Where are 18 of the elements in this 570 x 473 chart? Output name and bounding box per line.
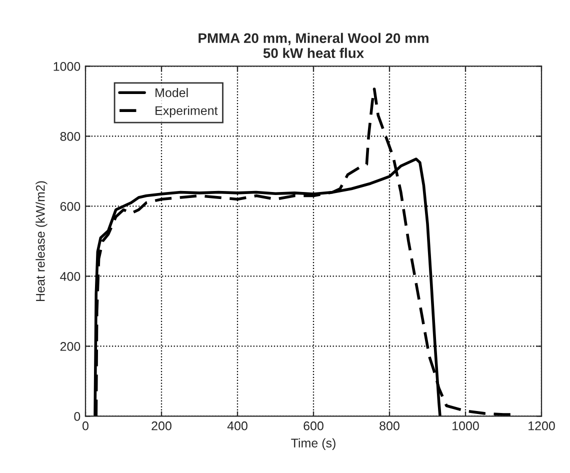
- x-tick-label: 0: [82, 421, 88, 430]
- y-tick-label: 400: [60, 272, 80, 281]
- y-axis-title: Heat release (kW/m2): [36, 181, 48, 301]
- y-tick-label: 0: [74, 412, 80, 421]
- legend-label: Model: [156, 88, 188, 98]
- x-tick-label: 800: [380, 421, 400, 430]
- y-tick-label: 600: [60, 202, 80, 211]
- x-tick-label: 1200: [528, 421, 555, 430]
- x-tick-label: 600: [304, 421, 324, 430]
- x-axis-title: Time (s): [291, 438, 336, 450]
- x-tick-label: 1000: [452, 421, 479, 430]
- x-tick-label: 400: [227, 421, 248, 430]
- y-tick-label: 800: [60, 132, 80, 141]
- y-tick-label: 200: [60, 342, 80, 351]
- y-tick-label: 1000: [54, 62, 80, 71]
- legend-label: Experiment: [156, 106, 218, 118]
- chart-title: PMMA 20 mm, Mineral Wool 20 mm 50 kW heat flux: [198, 32, 428, 58]
- x-tick-label: 200: [152, 421, 172, 430]
